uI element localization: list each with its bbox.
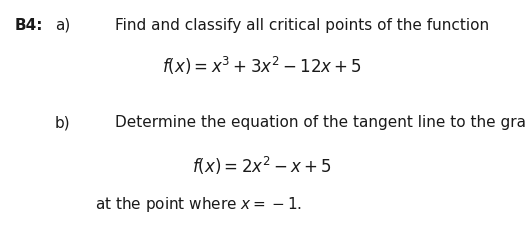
Text: b): b) [55, 115, 71, 130]
Text: a): a) [55, 18, 70, 33]
Text: B4:: B4: [15, 18, 44, 33]
Text: $f(x) = 2x^2 - x + 5$: $f(x) = 2x^2 - x + 5$ [192, 155, 332, 177]
Text: Determine the equation of the tangent line to the graph of: Determine the equation of the tangent li… [115, 115, 525, 130]
Text: $f(x) = x^3 + 3x^2 - 12x + 5$: $f(x) = x^3 + 3x^2 - 12x + 5$ [162, 55, 362, 77]
Text: Find and classify all critical points of the function: Find and classify all critical points of… [115, 18, 489, 33]
Text: at the point where $x = -1$.: at the point where $x = -1$. [95, 195, 302, 214]
